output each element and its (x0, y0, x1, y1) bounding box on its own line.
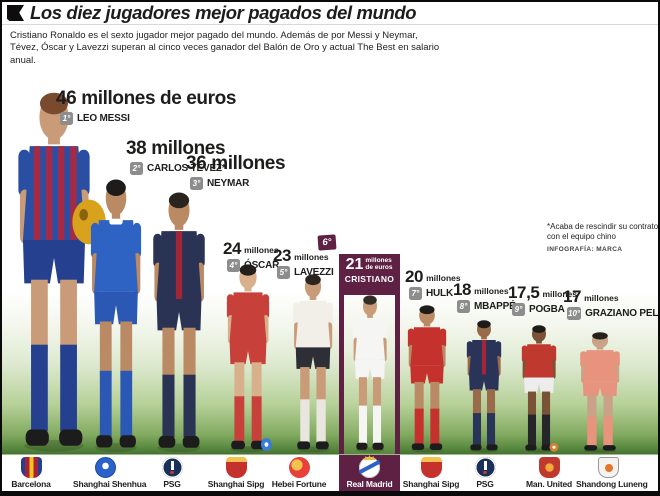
rank-badge: 10° (567, 307, 582, 320)
footnote: *Acaba de rescindir su contrato con el e… (547, 222, 659, 253)
club-cell-shandong: Shandong Luneng (576, 455, 648, 491)
salary-unit: millones (542, 289, 577, 299)
psg-crest-icon (474, 457, 496, 478)
man-united-crest-icon (538, 457, 560, 478)
club-name: Shandong Luneng (576, 479, 648, 489)
player-figure-tevez (90, 179, 142, 452)
shanghai-sipg-crest-icon (420, 457, 442, 478)
club-name: Shanghai Sipg (402, 479, 460, 489)
label-messi: 46 millones de euros 1° LEO MESSI (56, 88, 236, 125)
salary-value: 17,5 (508, 283, 540, 302)
salary-value: 18 (453, 280, 472, 299)
rank-badge: 5° (277, 266, 290, 279)
salary-value: 38 (126, 138, 147, 159)
club-cell-sipg-2: Shanghai Sipg (399, 455, 463, 491)
club-name: Hebei Fortune (271, 479, 327, 489)
page-title: Los diez jugadores mejor pagados del mun… (30, 2, 417, 23)
rank-badge: 9° (512, 303, 525, 316)
rank-badge: 2° (130, 162, 143, 175)
label-hulk: 20 millones 7° HULK (405, 268, 461, 300)
club-cell-hebei: Hebei Fortune (267, 455, 331, 491)
club-cell-realmadrid: Real Madrid (339, 455, 400, 491)
salary-unit: millones (474, 286, 509, 296)
club-cell-psg: PSG (140, 455, 204, 491)
player-name: ÓSCAR (244, 260, 280, 271)
header: Los diez jugadores mejor pagados del mun… (2, 2, 658, 25)
club-name: PSG (476, 479, 494, 489)
club-cell-barcelona: Barcelona (2, 455, 63, 491)
salary-value: 17 (563, 287, 582, 306)
player-name: LEO MESSI (77, 113, 130, 124)
salary-value: 20 (405, 267, 424, 286)
player-figure-pelle (580, 332, 620, 453)
club-cell-psg-2: PSG (453, 455, 517, 491)
label-tevez: 38 millones 2° CARLOS TÉVEZ* (126, 138, 226, 175)
player-figure-mbappe (466, 320, 502, 453)
rank-badge: 7° (409, 287, 422, 300)
player-name: POGBA (529, 304, 565, 315)
player-figure-hulk (407, 305, 447, 453)
player-name: MBAPPÉ (474, 301, 516, 312)
player-name: HULK (426, 288, 453, 299)
club-name: Shanghai Sipg (207, 479, 265, 489)
salary-value: 46 (56, 88, 77, 109)
shandong-luneng-crest-icon (597, 457, 619, 478)
club-name: Man. United (526, 479, 572, 489)
intro-text: Cristiano Ronaldo es el sexto jugador me… (10, 30, 440, 66)
salary-unit: millones (244, 245, 279, 255)
label-oscar: 24 millones 4° ÓSCAR (223, 240, 279, 272)
label-mbappe: 18 millones 8° MBAPPÉ (453, 281, 516, 313)
rank-badge: 3° (190, 177, 203, 190)
shanghai-shenhua-crest-icon (94, 457, 116, 478)
salary-value: 21 (345, 256, 364, 273)
cristiano-label: 21 millones de euros CRISTIANO (339, 254, 400, 285)
label-lavezzi: 23 millones 5° LAVEZZI (273, 247, 334, 279)
marca-bullet-icon (7, 5, 24, 21)
shanghai-sipg-crest-icon (225, 457, 247, 478)
club-cell-sipg-1: Shanghai Sipg (204, 455, 268, 491)
rank-badge-cristiano: 6° (317, 234, 337, 251)
club-cell-shenhua: Shanghai Shenhua (73, 455, 147, 491)
player-name: CRISTIANO (344, 274, 395, 284)
club-name: Barcelona (11, 479, 51, 489)
rank-badge: 8° (457, 300, 470, 313)
player-figure-oscar (226, 264, 272, 453)
salary-unit: millones (294, 252, 329, 262)
player-figure-pogba (521, 325, 559, 453)
player-figure-lavezzi (293, 274, 333, 453)
salary-unit: millones (151, 138, 226, 159)
salary-unit: millones (584, 293, 619, 303)
player-name: GRAZIANO PELLÈ (585, 308, 659, 319)
hebei-fortune-crest-icon (288, 457, 310, 478)
label-pogba: 17,5 millones 9° POGBA (508, 284, 577, 316)
footnote-text: *Acaba de rescindir su contrato con el e… (547, 222, 659, 241)
infographic-credit: INFOGRAFÍA: MARCA (547, 246, 623, 253)
salary-unit: millones (211, 153, 286, 174)
club-cell-manutd: Man. United (517, 455, 581, 491)
player-figure-messi (18, 92, 106, 452)
player-figure-cristiano (352, 295, 388, 453)
player-name: LAVEZZI (294, 267, 334, 278)
rank-badge: 1° (60, 112, 73, 125)
club-name: Real Madrid (346, 479, 393, 489)
real-madrid-crest-icon (359, 457, 380, 478)
salary-unit: millones de euros (365, 257, 393, 271)
salary-value: 23 (273, 246, 292, 265)
psg-crest-icon (161, 457, 183, 478)
salary-unit: millones (426, 273, 461, 283)
club-name: Shanghai Shenhua (73, 479, 147, 489)
salary-value: 36 (186, 153, 207, 174)
player-figure-neymar (153, 192, 205, 452)
club-name: PSG (163, 479, 181, 489)
barcelona-crest-icon (20, 457, 42, 478)
salary-unit: millones de euros (81, 88, 236, 109)
rank-badge: 4° (227, 259, 240, 272)
salary-value: 24 (223, 239, 242, 258)
player-name: CARLOS TÉVEZ* (147, 163, 226, 174)
club-strip: Barcelona Shanghai Shenhua PSG Shanghai … (2, 454, 658, 491)
label-neymar: 36 millones 3° NEYMAR (186, 153, 286, 190)
player-name: NEYMAR (207, 178, 250, 189)
